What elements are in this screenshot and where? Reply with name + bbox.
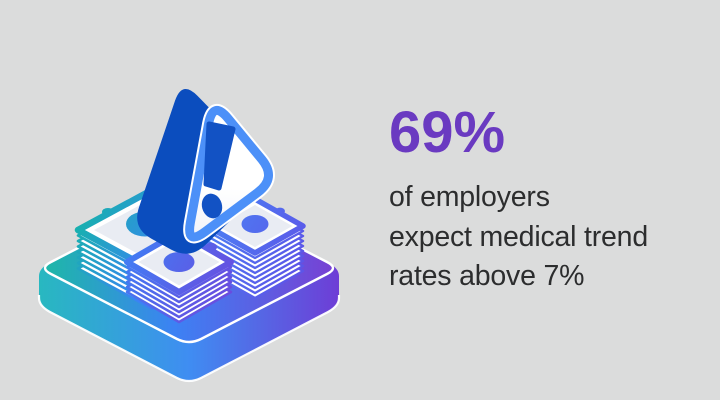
stat-description-line: of employers: [389, 181, 550, 213]
stat-description-line: expect medical trend: [389, 220, 648, 253]
stat-description: of employers expect medical trend rates ab…: [389, 178, 699, 297]
stat-description-line: rates above 7%: [389, 260, 585, 292]
warning-triangle-icon: [137, 88, 275, 254]
money-stack-front-icon: [124, 229, 234, 324]
bill-seal: [241, 215, 269, 233]
bill-seal: [163, 252, 195, 272]
money-warning-illustration: [37, 88, 341, 383]
bill-corner-mark: [102, 208, 114, 216]
exclamation-mark-icon: [201, 121, 236, 219]
bill-corner-mark: [275, 207, 285, 215]
bill-corner-mark: [205, 242, 217, 252]
stat-block: 69% of employers expect medical trend rate…: [389, 104, 699, 297]
stat-value: 69%: [389, 100, 506, 165]
